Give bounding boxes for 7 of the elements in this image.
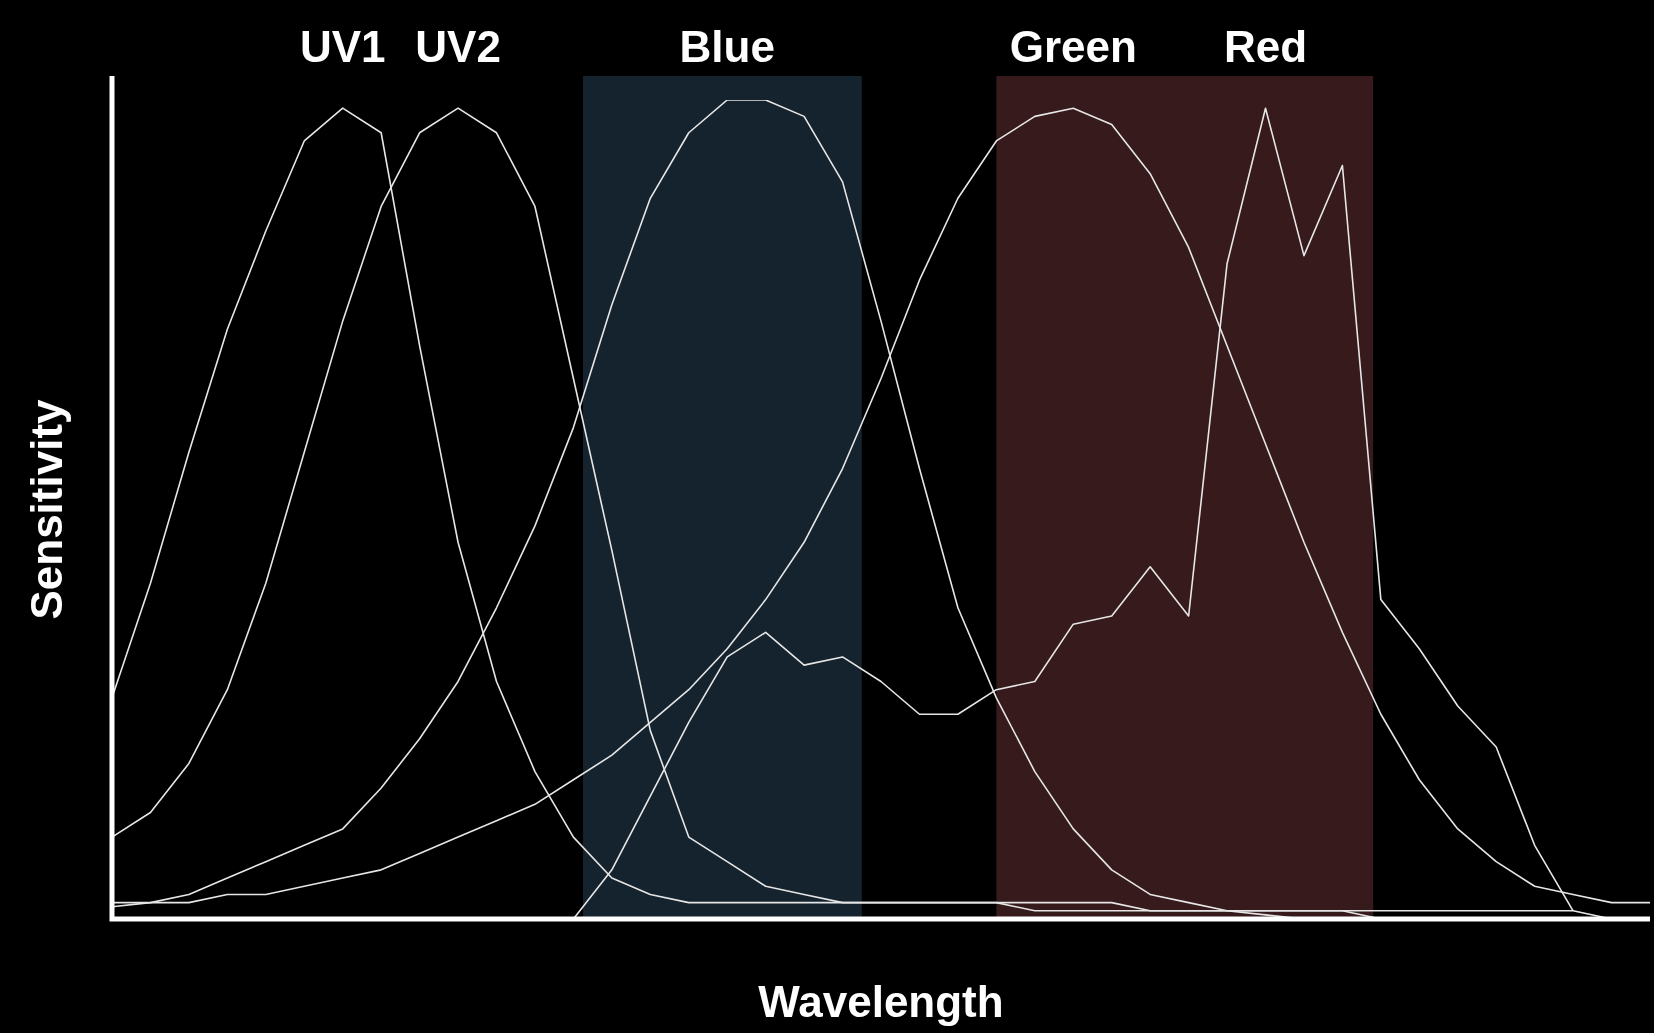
x-axis-title: Wavelength <box>758 977 1004 1027</box>
series-label: UV1 <box>299 22 386 72</box>
y-axis-title: Sensitivity <box>22 398 72 620</box>
series-label: UV2 <box>415 22 501 72</box>
series-label: Red <box>1223 22 1308 72</box>
series-label: Green <box>1009 22 1137 72</box>
series-label: Blue <box>679 22 775 72</box>
